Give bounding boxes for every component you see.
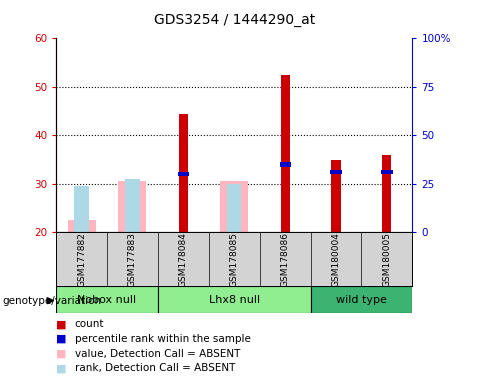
Bar xyxy=(158,286,310,313)
Text: ■: ■ xyxy=(56,349,67,359)
Bar xyxy=(179,114,188,232)
Bar xyxy=(119,181,146,232)
Text: Nobox null: Nobox null xyxy=(78,295,137,305)
Text: Lhx8 null: Lhx8 null xyxy=(209,295,260,305)
Text: wild type: wild type xyxy=(336,295,387,305)
Text: ■: ■ xyxy=(56,319,67,329)
Bar xyxy=(280,162,291,167)
Bar xyxy=(67,220,96,232)
Text: rank, Detection Call = ABSENT: rank, Detection Call = ABSENT xyxy=(75,363,235,373)
Bar xyxy=(220,181,248,232)
Bar xyxy=(281,75,290,232)
Text: percentile rank within the sample: percentile rank within the sample xyxy=(75,334,250,344)
Bar xyxy=(227,184,242,232)
Text: GDS3254 / 1444290_at: GDS3254 / 1444290_at xyxy=(154,13,315,27)
Text: value, Detection Call = ABSENT: value, Detection Call = ABSENT xyxy=(75,349,240,359)
Text: GSM177882: GSM177882 xyxy=(77,232,86,286)
Text: genotype/variation: genotype/variation xyxy=(2,296,102,306)
Text: ■: ■ xyxy=(56,334,67,344)
Text: GSM178085: GSM178085 xyxy=(230,232,239,287)
Text: count: count xyxy=(75,319,104,329)
Text: GSM180005: GSM180005 xyxy=(383,232,391,287)
Text: GSM177883: GSM177883 xyxy=(128,232,137,287)
Bar xyxy=(310,286,412,313)
Bar xyxy=(56,286,158,313)
Bar xyxy=(331,160,341,232)
Text: ■: ■ xyxy=(56,363,67,373)
Bar xyxy=(178,172,189,176)
Bar xyxy=(381,170,392,174)
Bar xyxy=(75,186,89,232)
Text: GSM178084: GSM178084 xyxy=(179,232,188,286)
Text: GSM180004: GSM180004 xyxy=(331,232,341,286)
Bar xyxy=(382,155,391,232)
Bar xyxy=(330,170,342,174)
Text: GSM178086: GSM178086 xyxy=(281,232,290,287)
Bar xyxy=(125,179,140,232)
